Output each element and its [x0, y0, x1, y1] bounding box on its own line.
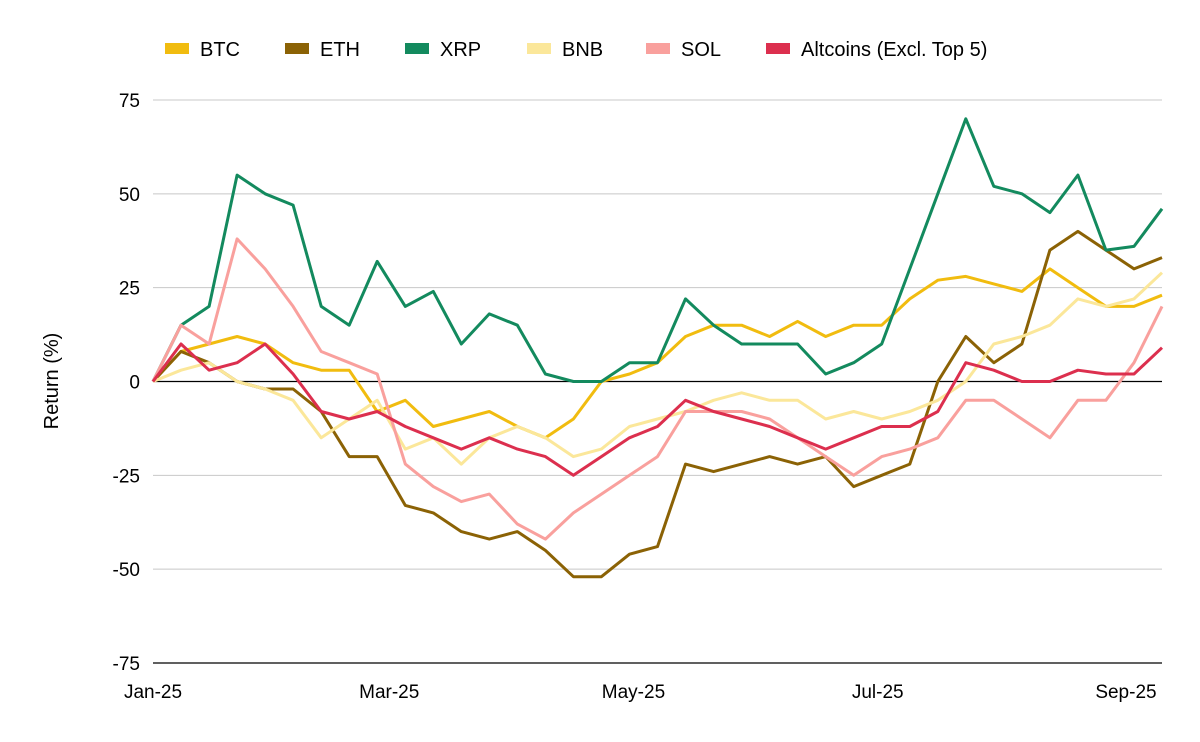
gridlines: [153, 99, 1162, 664]
x-tick-label: Jul-25: [852, 682, 904, 703]
legend-label: ETH: [320, 39, 360, 61]
y-axis-label: Return (%): [41, 333, 63, 430]
legend-swatch: [285, 43, 309, 54]
series-line-altcoins-excl-top-5-: [151, 342, 1164, 477]
y-axis-ticks: 75 50 25 0 -25 -50 -75: [113, 91, 140, 675]
series-line-bnb: [152, 271, 1164, 466]
x-tick-label: May-25: [602, 682, 665, 703]
y-tick-label: 0: [129, 373, 140, 394]
x-tick-label: Jan-25: [124, 682, 182, 703]
legend-swatch: [165, 43, 189, 54]
y-tick-label: 25: [119, 279, 140, 300]
series-line-sol: [151, 237, 1164, 541]
legend-swatch: [527, 43, 551, 54]
series-line-xrp: [151, 117, 1164, 383]
y-tick-label: -75: [113, 654, 140, 675]
series-lines: [151, 117, 1164, 579]
x-tick-label: Mar-25: [359, 682, 419, 703]
y-tick-label: -25: [113, 466, 140, 487]
x-tick-label: Sep-25: [1095, 682, 1156, 703]
legend-label: BNB: [562, 39, 603, 61]
legend-label: XRP: [440, 39, 481, 61]
legend-swatch: [766, 43, 790, 54]
y-tick-label: 75: [119, 91, 140, 112]
legend-label: SOL: [681, 39, 721, 61]
series-line-eth: [151, 229, 1163, 579]
y-tick-label: -50: [113, 560, 140, 581]
legend: BTC ETH XRP BNB SOL Altcoins (Excl. Top 5): [165, 39, 987, 61]
legend-swatch: [405, 43, 429, 54]
legend-swatch: [646, 43, 670, 54]
x-axis-ticks: Jan-25 Mar-25 May-25 Jul-25 Sep-25: [124, 682, 1157, 703]
legend-label: Altcoins (Excl. Top 5): [801, 39, 987, 61]
legend-label: BTC: [200, 39, 240, 61]
y-tick-label: 50: [119, 185, 140, 206]
